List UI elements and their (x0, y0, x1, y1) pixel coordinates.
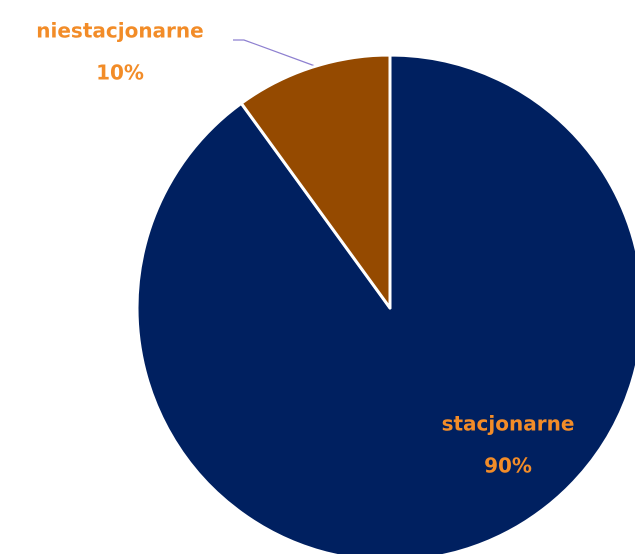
slice-value-label: 90% (484, 454, 532, 478)
slice-label: niestacjonarne (36, 19, 203, 43)
slice-label: stacjonarne (442, 412, 575, 436)
slice-value-label: 10% (96, 61, 144, 85)
leader-line (233, 39, 316, 67)
pie-slice (239, 53, 392, 310)
